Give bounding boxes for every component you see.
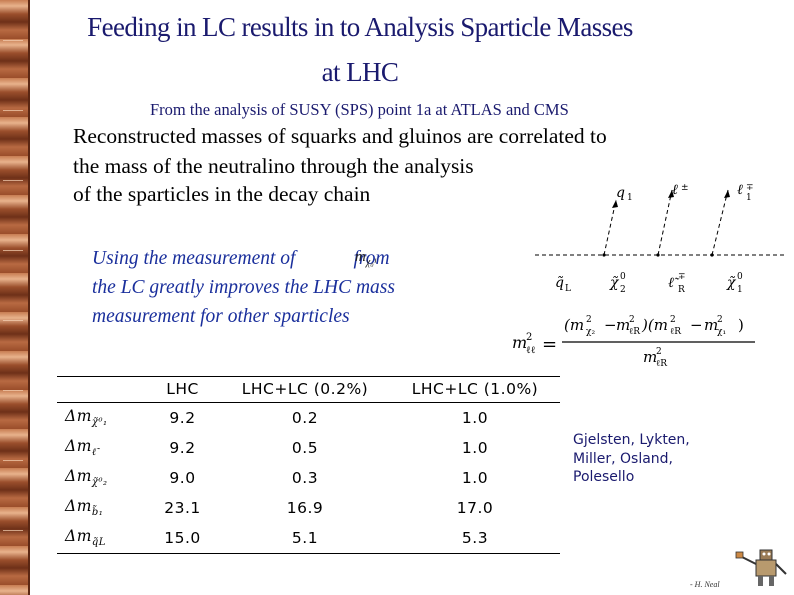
svg-text:)(m: )(m bbox=[641, 316, 668, 334]
table-row: Δmχ̃⁰₂ 9.0 0.3 1.0 bbox=[57, 463, 560, 493]
svg-text:2: 2 bbox=[586, 315, 592, 325]
svg-text:ℓR: ℓR bbox=[656, 359, 667, 369]
table-cell: 23.1 bbox=[164, 499, 201, 517]
slide-credit: - H. Neal bbox=[690, 580, 720, 589]
svg-text:2: 2 bbox=[620, 285, 626, 295]
svg-text:L: L bbox=[565, 284, 571, 294]
header-cell bbox=[57, 376, 145, 403]
svg-text:−: − bbox=[690, 316, 703, 334]
svg-text:±: ± bbox=[681, 183, 689, 193]
svg-text:0: 0 bbox=[620, 272, 626, 282]
table-cell: 0.2 bbox=[291, 409, 319, 427]
table-cell: 9.2 bbox=[169, 439, 196, 457]
table-cell: 5.1 bbox=[220, 523, 390, 554]
neutralino1-label: χ̃ bbox=[726, 275, 737, 291]
highlight-line1: Using the measurement of from bbox=[92, 248, 390, 269]
header-cell: LHC bbox=[145, 376, 220, 403]
svg-text:∓: ∓ bbox=[678, 272, 686, 282]
svg-text:1: 1 bbox=[737, 285, 743, 295]
svg-text:2: 2 bbox=[629, 315, 635, 325]
table-cell: 16.9 bbox=[286, 499, 324, 517]
svg-text:R: R bbox=[678, 285, 685, 295]
table-row: Δmb̃₁ 23.1 16.9 17.0 bbox=[57, 493, 560, 523]
row-label: Δmq̃L bbox=[57, 523, 145, 554]
svg-text:(m: (m bbox=[564, 316, 584, 334]
table-cell: 17.0 bbox=[456, 499, 494, 517]
lepton-far-label: ℓ bbox=[737, 182, 743, 198]
decorative-border bbox=[0, 0, 30, 595]
svg-text:ℓR: ℓR bbox=[670, 327, 681, 337]
svg-text:1: 1 bbox=[746, 193, 752, 203]
paragraph-line: Reconstructed masses of squarks and glui… bbox=[73, 124, 607, 148]
subtitle: From the analysis of SUSY (SPS) point 1a… bbox=[150, 100, 569, 119]
row-label: Δmχ̃⁰₁ bbox=[65, 407, 108, 429]
svg-text:χ₁: χ₁ bbox=[717, 327, 726, 337]
svg-text:∓: ∓ bbox=[746, 183, 754, 193]
highlight-line2: the LC greatly improves the LHC mass bbox=[92, 277, 395, 298]
decay-chain-diagram: q 1 ℓ ± ℓ ∓ 1 q̃ L χ̃ 0 2 ℓ̃ ∓ R χ̃ 0 1 … bbox=[512, 182, 785, 369]
row-label: Δmℓ̃ bbox=[65, 437, 97, 459]
svg-text:2: 2 bbox=[717, 315, 723, 325]
svg-text:2: 2 bbox=[670, 315, 676, 325]
paragraph-line: the mass of the neutralino through the a… bbox=[73, 154, 474, 178]
svg-text:m: m bbox=[643, 348, 657, 366]
table-cell: 9.2 bbox=[169, 409, 196, 427]
table-cell: 0.5 bbox=[291, 439, 319, 457]
row-label: Δmχ̃⁰₂ bbox=[65, 467, 108, 489]
table-row: Δmℓ̃ 9.2 0.5 1.0 bbox=[57, 433, 560, 463]
svg-text:): ) bbox=[738, 316, 744, 334]
table-cell: 9.0 bbox=[169, 469, 196, 487]
table-cell: 5.3 bbox=[390, 523, 560, 554]
slide-title-line2: at LHC bbox=[321, 57, 399, 87]
svg-text:ℓR: ℓR bbox=[629, 327, 640, 337]
svg-text:m: m bbox=[616, 316, 630, 334]
table-row: Δmq̃L 15.0 5.1 5.3 bbox=[57, 523, 560, 554]
table-row: Δmχ̃⁰₁ 9.2 0.2 1.0 bbox=[57, 403, 560, 434]
robot-clipart-icon bbox=[735, 549, 787, 586]
svg-text:−: − bbox=[604, 316, 617, 334]
paragraph-line: of the sparticles in the decay chain bbox=[73, 182, 371, 206]
quark-label: q bbox=[616, 185, 625, 201]
formula-lhs: m bbox=[512, 333, 527, 352]
table-cell: 15.0 bbox=[145, 523, 220, 554]
table-cell: 1.0 bbox=[461, 409, 489, 427]
table-cell: 1.0 bbox=[461, 439, 489, 457]
svg-text:2: 2 bbox=[526, 332, 532, 343]
table-header-row: LHC LHC+LC (0.2%) LHC+LC (1.0%) bbox=[57, 376, 560, 403]
neutralino2-label: χ̃ bbox=[609, 275, 620, 291]
squark-label: q̃ bbox=[555, 275, 564, 291]
header-cell: LHC+LC (1.0%) bbox=[390, 376, 560, 403]
svg-text:χ₂: χ₂ bbox=[586, 327, 595, 337]
svg-text:ℓℓ: ℓℓ bbox=[526, 345, 536, 356]
svg-text:0: 0 bbox=[737, 272, 743, 282]
author-line: Polesello bbox=[573, 469, 635, 485]
author-line: Miller, Osland, bbox=[573, 450, 674, 467]
formula-equals: = bbox=[542, 334, 557, 355]
svg-text:m: m bbox=[704, 316, 718, 334]
row-label: Δmb̃₁ bbox=[65, 497, 104, 519]
header-cell: LHC+LC (0.2%) bbox=[220, 376, 390, 403]
lepton-near-label: ℓ bbox=[672, 182, 678, 198]
authors-credit: Gjelsten, Lykten, Miller, Osland, Polese… bbox=[573, 431, 690, 487]
author-line: Gjelsten, Lykten, bbox=[573, 432, 690, 448]
neutralino-mass-symbol: mχ₀¹ bbox=[355, 249, 377, 268]
slide-title-line1: Feeding in LC results in to Analysis Spa… bbox=[87, 12, 633, 42]
highlight-line3: measurement for other sparticles bbox=[92, 306, 350, 327]
svg-text:2: 2 bbox=[656, 347, 662, 357]
table-cell: 0.3 bbox=[291, 469, 319, 487]
table-cell: 1.0 bbox=[461, 469, 489, 487]
svg-text:1: 1 bbox=[627, 193, 633, 203]
mass-resolution-table: LHC LHC+LC (0.2%) LHC+LC (1.0%) Δmχ̃⁰₁ 9… bbox=[57, 376, 560, 554]
